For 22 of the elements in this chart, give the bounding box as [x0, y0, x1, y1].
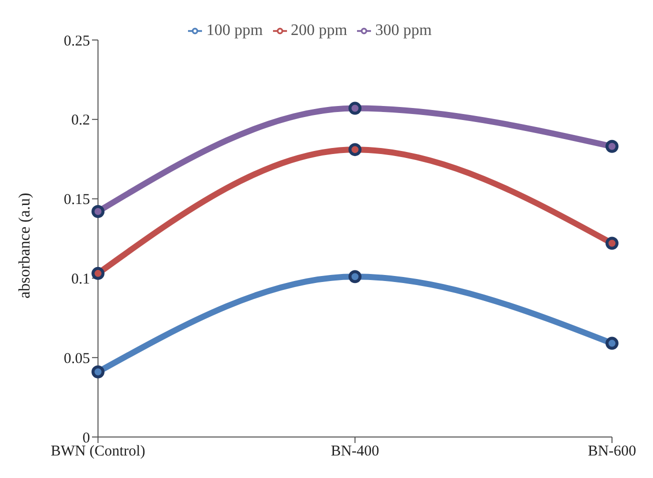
- y-tick-label: 0.15: [64, 192, 90, 208]
- point: [348, 102, 362, 115]
- y-tick-label: 0.1: [71, 272, 90, 288]
- point: [92, 205, 104, 218]
- point: [606, 236, 618, 250]
- point: [92, 365, 104, 378]
- y-tick-label: 0.2: [71, 112, 90, 129]
- x-tick-label: BN-400: [330, 444, 380, 460]
- point: [348, 143, 362, 156]
- point: [606, 140, 618, 153]
- y-tick-label: 0: [82, 430, 90, 446]
- y-tick-label: 0.25: [64, 33, 90, 50]
- point: [92, 266, 104, 280]
- point: [348, 270, 362, 284]
- legend-label: 300 ppm: [375, 22, 432, 39]
- legend-label: 100 ppm: [206, 22, 263, 39]
- legend-label: 200 ppm: [290, 22, 348, 39]
- y-tick-label: 0.05: [64, 350, 90, 367]
- point: [606, 336, 618, 350]
- x-tick-label: BWN (Control): [50, 444, 146, 460]
- y-axis-title: absorbance (a.u): [16, 192, 34, 298]
- x-tick-label: BN-600: [588, 444, 636, 460]
